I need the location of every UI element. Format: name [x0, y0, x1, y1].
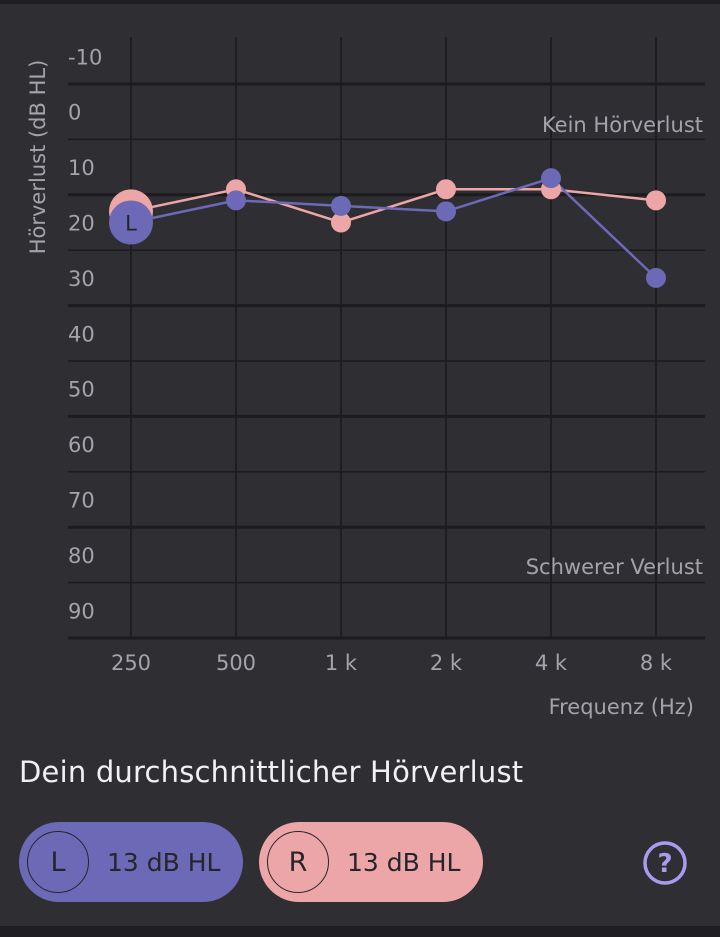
annotation-severe-loss: Schwerer Verlust — [526, 555, 703, 579]
question-circle-icon: ? — [643, 841, 687, 885]
y-tick-label: 80 — [68, 544, 95, 568]
marker-label-left: L — [125, 212, 137, 236]
average-loss-heading: Dein durchschnittlicher Hörverlust — [19, 755, 524, 789]
y-tick-label: 30 — [68, 267, 95, 291]
y-tick-label: -10 — [68, 45, 102, 69]
help-button[interactable]: ? — [642, 840, 688, 886]
y-tick-label: 0 — [68, 101, 81, 125]
right-ear-value: 13 dB HL — [347, 847, 461, 877]
data-point-r — [646, 190, 666, 211]
x-tick-label: 250 — [111, 651, 151, 675]
x-tick-label: 2 k — [430, 651, 463, 675]
x-tick-label: 1 k — [325, 651, 358, 675]
series-line-l — [130, 176, 657, 279]
data-point-l — [541, 168, 561, 189]
left-ear-pill[interactable]: L 13 dB HL — [19, 822, 243, 902]
y-tick-label: 90 — [68, 599, 95, 623]
x-axis-label: Frequenz (Hz) — [549, 695, 694, 719]
y-tick-label: 70 — [68, 489, 95, 513]
y-tick-label: 60 — [68, 433, 95, 457]
y-tick-label: 10 — [68, 156, 95, 180]
data-point-l — [646, 267, 666, 288]
y-tick-label: 20 — [68, 212, 95, 236]
bottom-divider — [0, 926, 720, 937]
help-symbol: ? — [657, 849, 672, 879]
left-ear-value: 13 dB HL — [107, 847, 221, 877]
data-point-l — [331, 195, 351, 216]
data-point-l — [436, 201, 456, 222]
right-ear-pill[interactable]: R 13 dB HL — [259, 822, 483, 902]
annotation-no-loss: Kein Hörverlust — [542, 113, 703, 137]
y-tick-label: 50 — [68, 378, 95, 402]
left-ear-badge: L — [27, 831, 89, 893]
data-point-r — [436, 179, 456, 200]
y-tick-label: 40 — [68, 322, 95, 346]
top-divider — [0, 0, 720, 4]
right-ear-badge: R — [267, 831, 329, 893]
series-line-r — [130, 187, 657, 224]
audiogram-chart: -10 0 10 20 30 40 50 60 70 80 90 250 500 1 k 2 k 4 k 8 k… — [26, 37, 705, 719]
data-point-l — [109, 200, 153, 245]
y-axis-label: Hörverlust (dB HL) — [26, 60, 50, 255]
data-point-r — [331, 212, 351, 233]
data-point-l — [226, 190, 246, 211]
x-tick-label: 8 k — [640, 651, 673, 675]
x-tick-label: 500 — [216, 651, 256, 675]
x-tick-label: 4 k — [535, 651, 568, 675]
